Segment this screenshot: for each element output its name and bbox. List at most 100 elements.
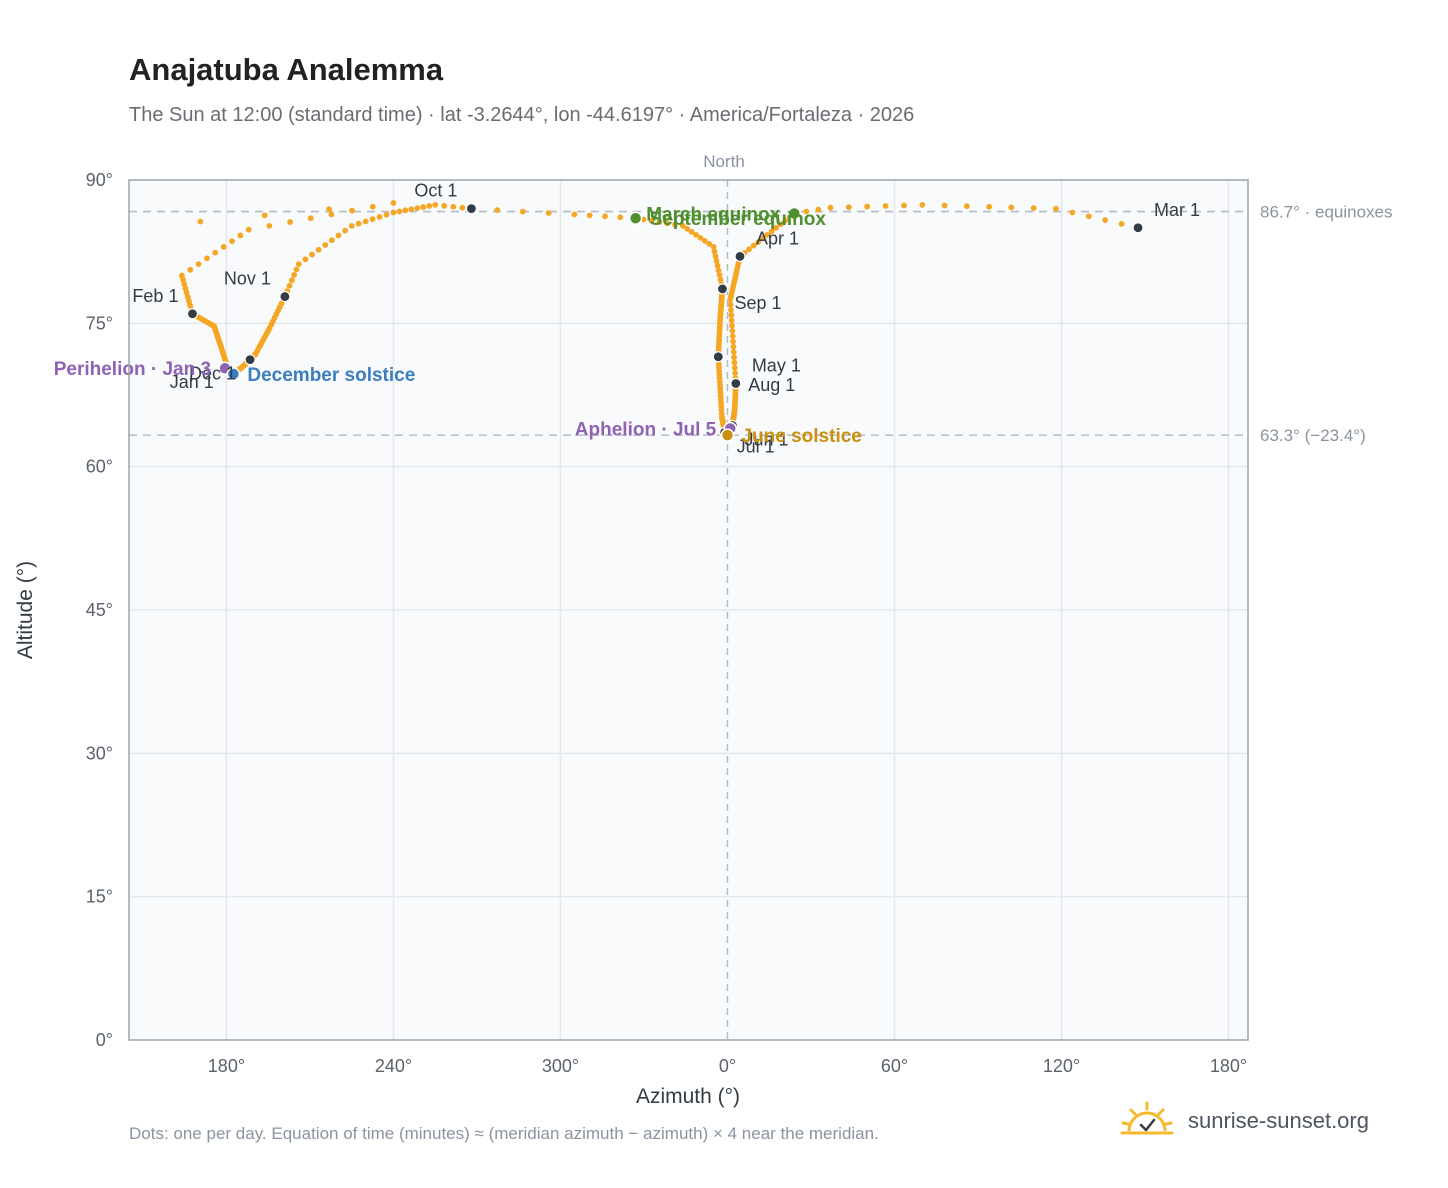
analemma-day-dot — [727, 296, 734, 303]
event-label: Perihelion · Jan 3 — [54, 359, 211, 380]
analemma-day-dot — [195, 261, 202, 267]
x-tick-label: 240° — [375, 1056, 412, 1076]
month-marker — [730, 377, 742, 390]
month-marker — [279, 290, 291, 303]
analemma-day-dot — [1118, 221, 1125, 227]
analemma-day-dot — [369, 203, 376, 210]
analemma-day-dot — [882, 203, 889, 209]
analemma-day-dot — [420, 204, 427, 210]
x-tick-label: 180° — [208, 1056, 245, 1076]
analemma-day-dot — [322, 242, 329, 248]
x-axis-label: Azimuth (°) — [636, 1085, 740, 1108]
analemma-day-dot — [369, 216, 376, 223]
analemma-day-dot — [680, 222, 686, 229]
analemma-day-dot — [731, 364, 738, 371]
analemma-day-dot — [701, 237, 708, 244]
analemma-day-dot — [746, 246, 752, 253]
analemma-day-dot — [245, 226, 252, 233]
analemma-day-dot — [459, 204, 466, 211]
y-tick-label: 75° — [86, 313, 113, 333]
month-marker — [734, 250, 746, 263]
analemma-day-dot — [729, 333, 736, 340]
analemma-day-dot — [355, 220, 362, 227]
month-marker — [716, 283, 729, 295]
y-tick-label: 30° — [86, 743, 113, 763]
event-label: December solstice — [247, 365, 415, 386]
analemma-day-dot — [730, 343, 737, 350]
month-label: Jun 1 — [744, 430, 788, 450]
chart-title: Anajatuba Analemma — [129, 52, 444, 87]
analemma-day-dot — [293, 266, 300, 273]
analemma-day-dot — [237, 232, 244, 239]
analemma-day-dot — [864, 203, 871, 210]
analemma-day-dot — [941, 202, 948, 209]
plot-frame — [128, 179, 1249, 1041]
analemma-day-dot — [349, 207, 355, 214]
analemma-day-dot — [295, 261, 302, 267]
analemma-day-dot — [326, 206, 332, 213]
analemma-day-dot — [302, 256, 309, 263]
month-label: Feb 1 — [132, 286, 178, 306]
brand[interactable]: sunrise-sunset.org — [1120, 1101, 1369, 1141]
x-tick-label: 60° — [881, 1056, 908, 1076]
analemma-day-dot — [731, 359, 738, 366]
reference-lines-layer: 86.7° · equinoxes 63.3° (−23.4°) — [129, 180, 1393, 1040]
analemma-day-dot — [664, 220, 671, 227]
analemma-day-dot — [759, 235, 766, 242]
analemma-day-dot — [727, 301, 734, 308]
analemma-day-dot — [1030, 205, 1037, 211]
x-tick-label: 0° — [719, 1056, 736, 1076]
analemma-day-dot — [545, 210, 552, 216]
month-label: Apr 1 — [756, 228, 799, 248]
analemma-day-dot — [390, 209, 397, 216]
analemma-day-dot — [648, 217, 655, 224]
analemma-day-dot — [390, 200, 397, 206]
analemma-day-dot — [408, 206, 415, 213]
y-axis-label: Altitude (°) — [14, 561, 37, 659]
footnote: Dots: one per day. Equation of time (min… — [129, 1124, 879, 1143]
x-tick-label: 120° — [1043, 1056, 1080, 1076]
analemma-day-dot — [362, 218, 369, 225]
analemma-day-dot — [586, 212, 593, 219]
analemma-day-dot — [494, 207, 501, 214]
analemma-day-dot — [441, 202, 448, 209]
meridian-north-label: North — [703, 152, 745, 171]
analemma-day-dot — [750, 242, 757, 249]
analemma-day-dot — [803, 208, 810, 215]
chart-subtitle: The Sun at 12:00 (standard time) · lat -… — [129, 104, 915, 126]
analemma-day-dot — [328, 237, 335, 244]
analemma-day-dot — [261, 212, 268, 219]
analemma-day-dot — [729, 328, 736, 334]
month-label: Jul 1 — [737, 436, 775, 456]
analemma-day-dot — [197, 218, 204, 225]
analemma-day-dot — [204, 255, 210, 262]
sun-logo-icon — [1120, 1101, 1174, 1135]
event-marker — [720, 428, 735, 442]
analemma-day-dot — [450, 203, 457, 210]
analemma-day-dot — [656, 219, 663, 225]
month-label: Sep 1 — [734, 293, 781, 313]
analemma-day-dot — [571, 211, 578, 218]
analemma-day-dot — [414, 205, 421, 212]
analemma-day-dot — [768, 228, 775, 235]
event-label: March equinox — [646, 204, 781, 225]
analemma-day-dot — [963, 203, 970, 210]
analemma-day-dot — [348, 222, 355, 229]
analemma-day-dot — [672, 221, 678, 228]
analemma-day-dot — [1102, 217, 1109, 224]
analemma-day-dot — [1053, 205, 1059, 212]
y-tick-label: 45° — [86, 600, 113, 620]
analemma-day-dot — [1085, 213, 1092, 220]
analemma-day-dot — [266, 222, 273, 229]
analemma-day-dot — [307, 215, 314, 222]
month-label: Dec 1 — [189, 364, 236, 384]
analemma-day-dot — [229, 238, 235, 245]
analemma-day-dot — [519, 208, 526, 215]
analemma-day-dot — [315, 246, 322, 253]
analemma-day-dot — [732, 370, 739, 376]
y-tick-label: 60° — [86, 457, 113, 477]
brand-name: sunrise-sunset.org — [1188, 1108, 1369, 1133]
analemma-day-dot — [287, 219, 293, 225]
analemma-day-dot — [986, 203, 993, 210]
